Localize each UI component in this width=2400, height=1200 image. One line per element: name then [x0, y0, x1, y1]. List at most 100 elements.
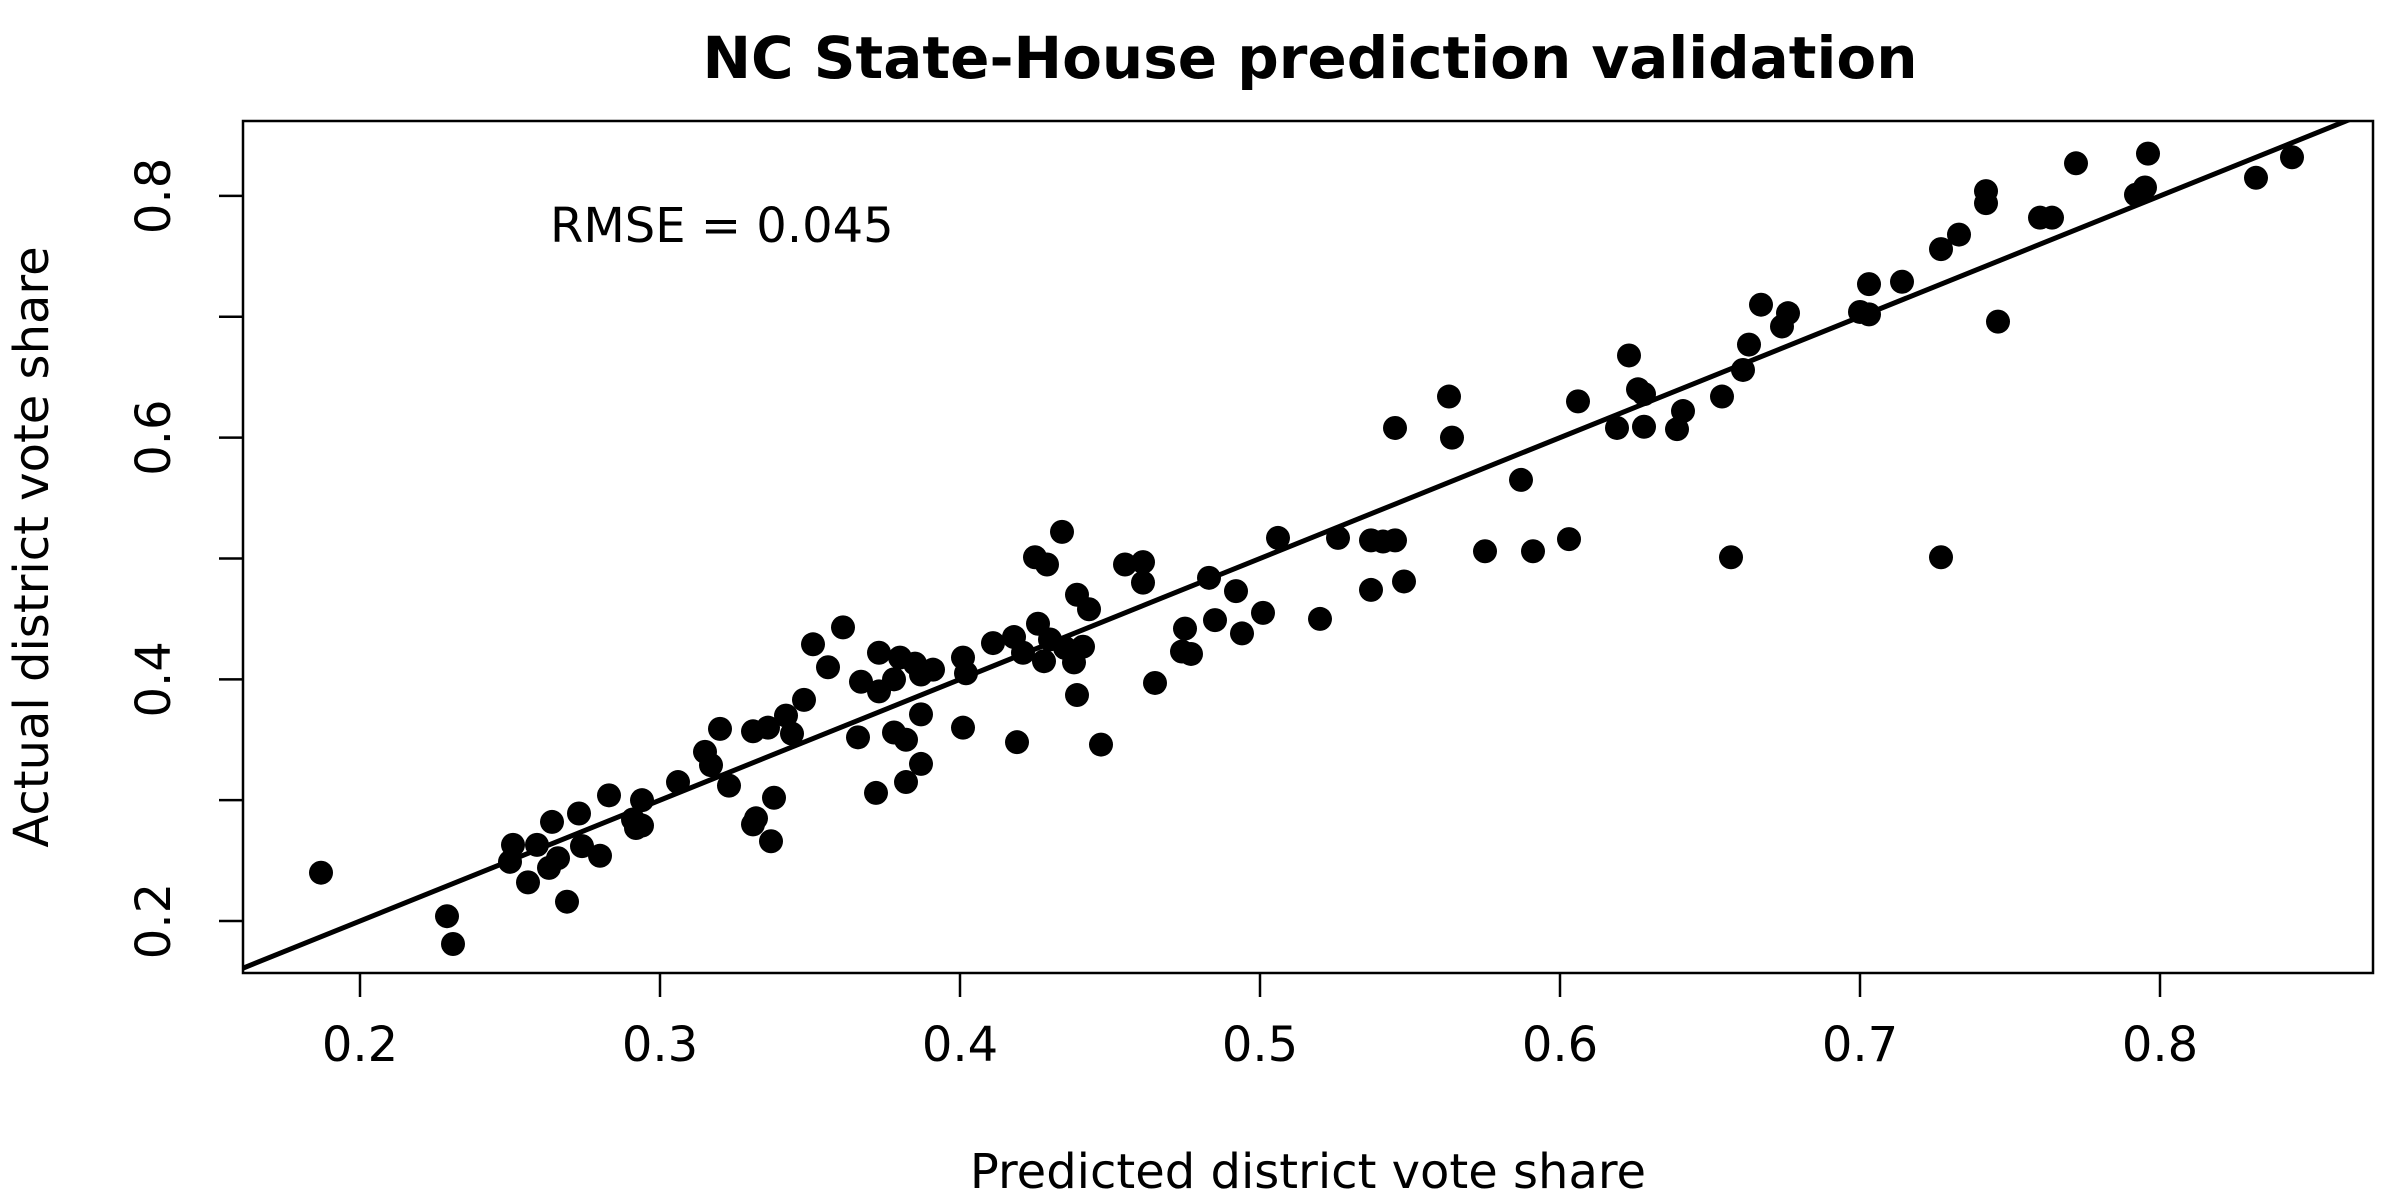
data-point	[1203, 608, 1227, 633]
y-tick-label: 0.2	[126, 883, 182, 959]
data-point	[954, 661, 978, 686]
data-point	[1230, 621, 1254, 646]
reference-line	[243, 121, 2353, 971]
data-point	[894, 727, 918, 752]
data-point	[1986, 309, 2010, 334]
y-axis-label: Actual district vote share	[4, 246, 60, 847]
y-tick-label: 0.4	[126, 641, 182, 717]
data-point	[1776, 301, 1800, 326]
data-point	[1857, 302, 1881, 327]
data-point	[1719, 545, 1743, 570]
data-point	[1557, 527, 1581, 552]
data-point	[1632, 382, 1656, 407]
data-point	[2280, 145, 2304, 170]
data-point	[2040, 205, 2064, 230]
data-point	[1089, 732, 1113, 757]
data-point	[801, 632, 825, 657]
data-point	[1890, 269, 1914, 294]
data-point	[1131, 570, 1155, 595]
data-point	[1737, 332, 1761, 357]
data-point	[780, 721, 804, 746]
data-point	[1566, 389, 1590, 414]
data-point	[909, 702, 933, 727]
data-point	[1197, 565, 1221, 590]
data-point	[1071, 634, 1095, 659]
data-point	[1929, 545, 1953, 570]
data-point	[1005, 730, 1029, 755]
data-point	[630, 813, 654, 838]
data-point	[882, 667, 906, 692]
data-point	[1179, 641, 1203, 666]
data-point	[546, 846, 570, 871]
data-point	[309, 860, 333, 885]
y-tick-label: 0.8	[126, 158, 182, 234]
x-tick-label: 0.7	[1822, 1017, 1898, 1073]
data-point	[717, 773, 741, 798]
data-point	[1383, 528, 1407, 553]
x-tick-label: 0.5	[1222, 1017, 1298, 1073]
data-point	[1392, 569, 1416, 594]
rmse-annotation: RMSE = 0.045	[550, 198, 894, 254]
data-point	[1974, 179, 1998, 204]
data-point	[909, 751, 933, 776]
data-point	[597, 783, 621, 808]
data-point	[2136, 141, 2160, 166]
data-point	[864, 780, 888, 805]
data-point	[1605, 415, 1629, 440]
data-point	[792, 687, 816, 712]
data-point	[1032, 649, 1056, 674]
data-point	[555, 889, 579, 914]
data-point	[525, 832, 549, 857]
data-point	[894, 770, 918, 795]
data-point	[1617, 343, 1641, 368]
data-point	[1065, 683, 1089, 708]
data-point	[1383, 415, 1407, 440]
plot-area	[241, 119, 2375, 975]
data-point	[1509, 467, 1533, 492]
data-point	[1011, 640, 1035, 665]
x-tick-label: 0.4	[922, 1017, 998, 1073]
data-point	[567, 801, 591, 826]
data-point	[2133, 175, 2157, 200]
data-point	[435, 904, 459, 929]
data-point	[1050, 519, 1074, 544]
data-point	[2064, 151, 2088, 176]
data-point	[441, 931, 465, 956]
x-tick-label: 0.8	[2122, 1017, 2198, 1073]
x-tick-label: 0.2	[322, 1017, 398, 1073]
data-point	[1173, 616, 1197, 641]
data-point	[1440, 425, 1464, 450]
data-point	[762, 785, 786, 810]
data-point	[699, 753, 723, 778]
data-points	[309, 141, 2304, 956]
data-point	[2244, 165, 2268, 190]
data-point	[1326, 525, 1350, 550]
data-point	[1035, 552, 1059, 577]
data-point	[1521, 539, 1545, 564]
data-point	[1143, 670, 1167, 695]
y-axis: 0.2 0.4 0.6 0.8	[126, 158, 243, 959]
data-point	[1665, 417, 1689, 442]
data-point	[951, 715, 975, 740]
data-point	[1251, 600, 1275, 625]
data-point	[1710, 384, 1734, 409]
data-point	[516, 870, 540, 895]
data-point	[1308, 606, 1332, 631]
data-point	[846, 725, 870, 750]
data-point	[1266, 525, 1290, 550]
chart-title: NC State-House prediction validation	[702, 24, 1917, 92]
data-point	[630, 788, 654, 813]
x-axis: 0.2 0.3 0.4 0.5 0.6 0.7 0.8	[322, 973, 2198, 1073]
data-point	[1437, 384, 1461, 409]
data-point	[1947, 222, 1971, 247]
x-tick-label: 0.6	[1522, 1017, 1598, 1073]
data-point	[849, 669, 873, 694]
data-point	[831, 615, 855, 640]
data-point	[1857, 272, 1881, 297]
x-tick-label: 0.3	[622, 1017, 698, 1073]
data-point	[816, 655, 840, 680]
data-point	[1929, 237, 1953, 262]
data-point	[759, 829, 783, 854]
data-point	[588, 843, 612, 868]
